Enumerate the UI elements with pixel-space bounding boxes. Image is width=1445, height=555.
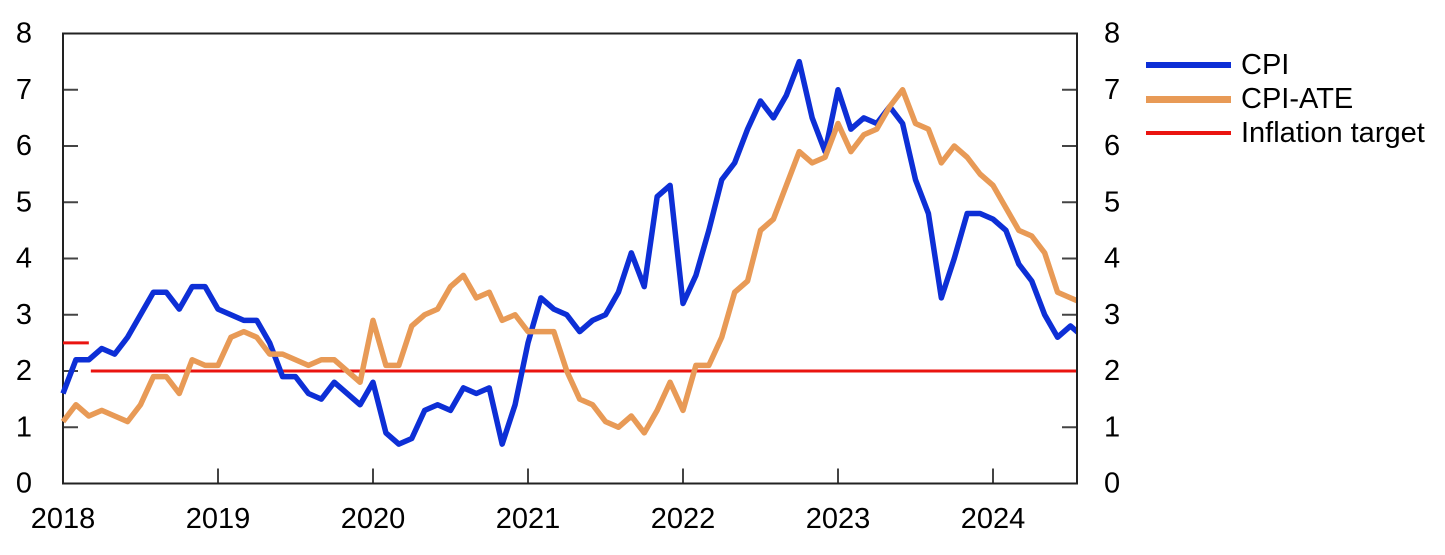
legend: CPI CPI-ATE Inflation target: [1146, 48, 1425, 150]
legend-label-cpi-ate: CPI-ATE: [1241, 83, 1354, 115]
cpi-ate-line: [60, 87, 1076, 436]
x-axis-label-2021: 2021: [496, 503, 561, 535]
y-axis-label-left-5: 5: [16, 186, 32, 218]
legend-item-inflation-target: Inflation target: [1146, 116, 1425, 150]
cpi-ate-line-swatch: [1146, 95, 1231, 103]
x-axis-label-2024: 2024: [961, 503, 1026, 535]
legend-label-inflation-target: Inflation target: [1241, 117, 1425, 149]
y-axis-label-right-7: 7: [1104, 74, 1120, 106]
y-axis-label-right-0: 0: [1104, 468, 1120, 500]
y-axis-label-left-4: 4: [16, 243, 32, 275]
y-axis-label-right-5: 5: [1104, 186, 1120, 218]
plot-frame: [62, 32, 1078, 485]
y-axis-label-right-6: 6: [1104, 130, 1120, 162]
y-axis-label-right-4: 4: [1104, 243, 1120, 275]
legend-item-cpi: CPI: [1146, 48, 1425, 82]
x-axis-label-2020: 2020: [341, 503, 406, 535]
x-axis-label-2023: 2023: [806, 503, 871, 535]
y-axis-label-left-7: 7: [16, 74, 32, 106]
y-axis-label-right-3: 3: [1104, 299, 1120, 331]
inflation-target-line-swatch: [1146, 131, 1231, 135]
y-axis-label-right-8: 8: [1104, 18, 1120, 50]
y-axis-label-left-3: 3: [16, 299, 32, 331]
data-lines: [60, 58, 1076, 447]
x-axis-label-2018: 2018: [31, 503, 96, 535]
cpi-line-swatch: [1146, 62, 1231, 68]
y-axis-label-left-2: 2: [16, 355, 32, 387]
cpi-line: [60, 58, 1076, 447]
x-axis-label-2022: 2022: [651, 503, 716, 535]
y-axis-label-right-2: 2: [1104, 355, 1120, 387]
x-axis-label-2019: 2019: [186, 503, 251, 535]
y-axis-label-left-8: 8: [16, 18, 32, 50]
y-axis-label-left-1: 1: [16, 411, 32, 443]
y-axis-label-left-6: 6: [16, 130, 32, 162]
y-axis-label-right-1: 1: [1104, 411, 1120, 443]
legend-item-cpi-ate: CPI-ATE: [1146, 82, 1425, 116]
legend-label-cpi: CPI: [1241, 49, 1290, 81]
y-axis-label-left-0: 0: [16, 468, 32, 500]
